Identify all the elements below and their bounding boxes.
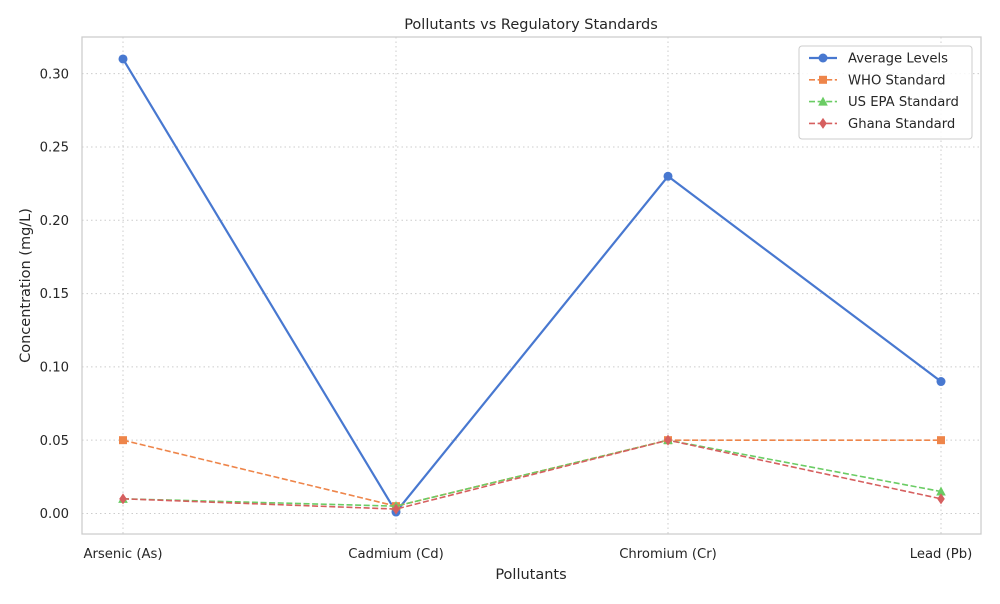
y-tick-label: 0.20 [40,214,69,229]
x-axis-label: Pollutants [495,567,566,583]
data-point [664,434,672,446]
x-tick-label: Chromium (Cr) [619,547,717,562]
legend-label: Ghana Standard [848,117,955,132]
x-tick-label: Lead (Pb) [910,547,973,562]
x-tick-label: Arsenic (As) [83,547,162,562]
legend-marker [819,117,827,129]
data-point [937,493,945,505]
legend-marker [819,75,827,84]
y-tick-label: 0.30 [40,67,69,82]
data-point [936,377,946,387]
series-line [122,439,942,510]
data-point [392,503,400,515]
series-layer [118,54,946,517]
data-point [936,486,946,496]
legend-label: US EPA Standard [848,95,959,110]
legend-box [798,45,973,140]
y-tick-label: 0.10 [40,360,69,375]
legend-label: WHO Standard [848,73,946,88]
grid-layer [82,37,981,534]
y-tick-label: 0.05 [40,434,69,449]
x-tick-label: Cadmium (Cd) [348,547,443,562]
series-line [122,439,941,507]
legend-marker [818,53,828,63]
y-tick-label: 0.25 [40,141,69,156]
plot-border [81,36,982,535]
series-3 [119,434,945,515]
data-point [937,436,945,445]
data-point [119,436,127,445]
series-line [122,439,942,507]
tick-layer: Arsenic (As) Cadmium (Cd) Chromium (Cr) Lea… [40,67,973,562]
legend-marker [818,96,828,106]
data-point [663,171,673,181]
series-line [122,58,942,514]
y-axis-label: Concentration (mg/L) [18,208,34,363]
y-tick-label: 0.15 [40,287,69,302]
chart-title: Pollutants vs Regulatory Standards [404,17,658,33]
legend: Average Levels WHO Standard US EPA Standar… [798,45,973,140]
data-point [119,493,127,505]
y-tick-label: 0.00 [40,507,69,522]
legend-label: Average Levels [848,52,948,67]
data-point [118,54,128,64]
